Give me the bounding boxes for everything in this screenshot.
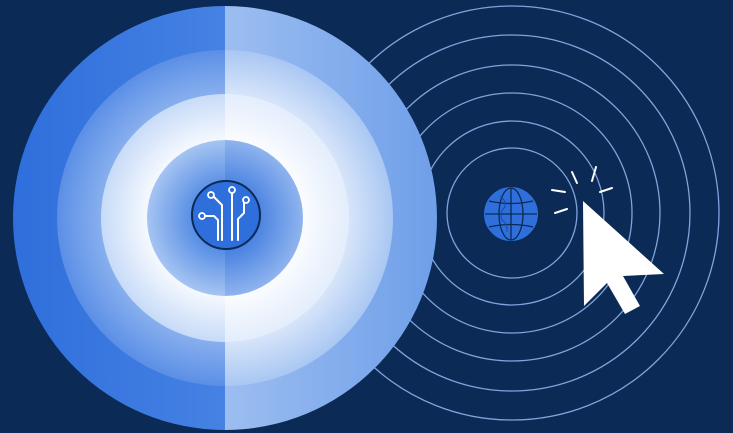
target-disc	[13, 6, 437, 430]
circuit-icon	[191, 180, 261, 250]
click-burst-icon	[551, 166, 613, 214]
globe-icon	[482, 185, 540, 243]
cursor-icon	[583, 201, 664, 314]
